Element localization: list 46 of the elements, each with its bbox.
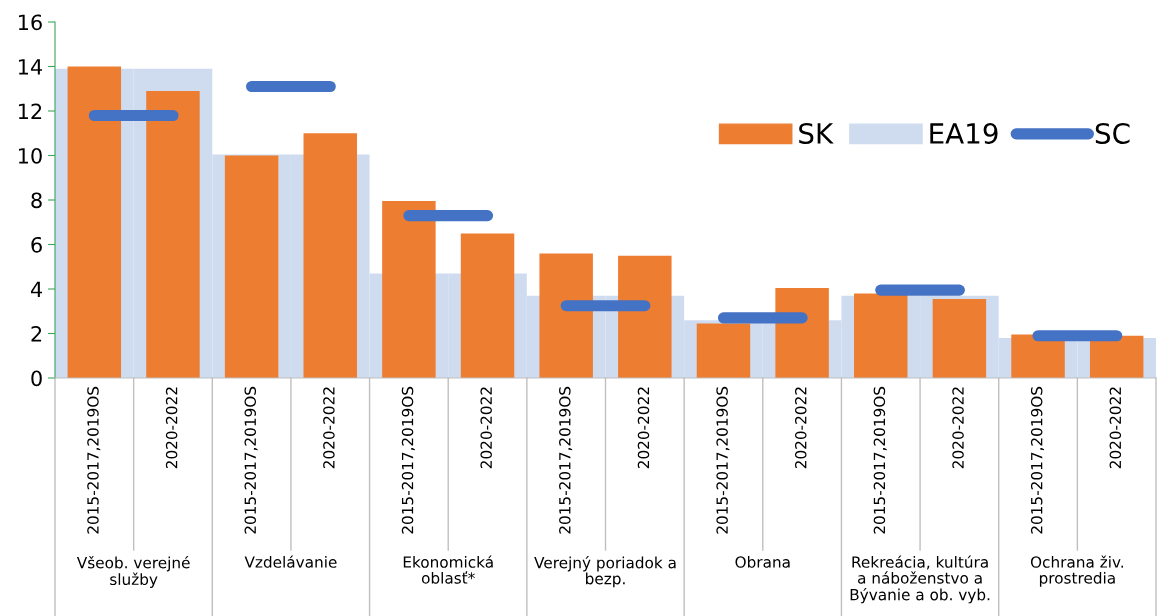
text: Rekreácia, kultúra a náboženstvo a Bývanie a ob. vyb. — [850, 555, 990, 604]
x-tick-label: 2020-2022 — [794, 387, 807, 469]
legend-label: SC — [1095, 122, 1130, 144]
x-tick-label: 2020-2022 — [1109, 387, 1122, 469]
y-tick-label: 8 — [31, 192, 42, 209]
bar — [775, 287, 829, 378]
text: Ochrana živ. prostredia — [1030, 555, 1124, 587]
x-tick-label: 2015-2017,2019OS — [559, 386, 573, 534]
x-tick-label: 2020-2022 — [165, 387, 178, 469]
bar — [460, 233, 515, 378]
bar — [303, 133, 357, 378]
y-tick-label: 12 — [18, 103, 42, 119]
bar — [1011, 334, 1065, 378]
y-tick-label: 10 — [18, 147, 42, 164]
text: Vzdelávanie — [244, 555, 337, 568]
x-tick-label: 2015-2017,2019OS — [87, 386, 101, 534]
bar — [146, 90, 200, 378]
x-tick-label: 2015-2017,2019OS — [716, 386, 730, 534]
bar — [932, 299, 987, 378]
y-tick-label: 6 — [31, 236, 42, 253]
y-tick-label: 2 — [31, 325, 42, 342]
text: Ekonomická oblasť* — [403, 555, 493, 584]
x-tick-label: 2020-2022 — [637, 387, 650, 469]
text: Všeob. verejné služby — [76, 556, 190, 589]
x-tick-label: 2020-2022 — [952, 387, 964, 469]
legend-label: SK — [799, 122, 834, 144]
x-tick-label: 2015-2017,2019OS — [873, 386, 887, 534]
x-tick-label: 2015-2017,2019OS — [401, 386, 415, 534]
y-tick-label: 16 — [18, 14, 42, 31]
bar — [696, 323, 751, 378]
y-tick-label: 4 — [30, 281, 43, 297]
bar — [67, 66, 122, 378]
text: Verejný poriadok a bezp. — [534, 556, 676, 588]
text: Obrana — [735, 556, 790, 568]
legend-label: EA19 — [930, 122, 998, 144]
x-tick-label: 2015-2017,2019OS — [244, 386, 258, 534]
y-tick-label: 0 — [31, 370, 42, 387]
bar — [618, 255, 672, 378]
bar — [382, 201, 436, 378]
y-tick-label: 14 — [18, 59, 43, 75]
x-tick-label: 2020-2022 — [323, 387, 335, 469]
bar — [224, 155, 279, 378]
bar — [539, 253, 593, 378]
x-tick-label: 2015-2017,2019OS — [1030, 386, 1045, 534]
bar — [854, 293, 908, 378]
x-tick-label: 2020-2022 — [480, 387, 492, 469]
